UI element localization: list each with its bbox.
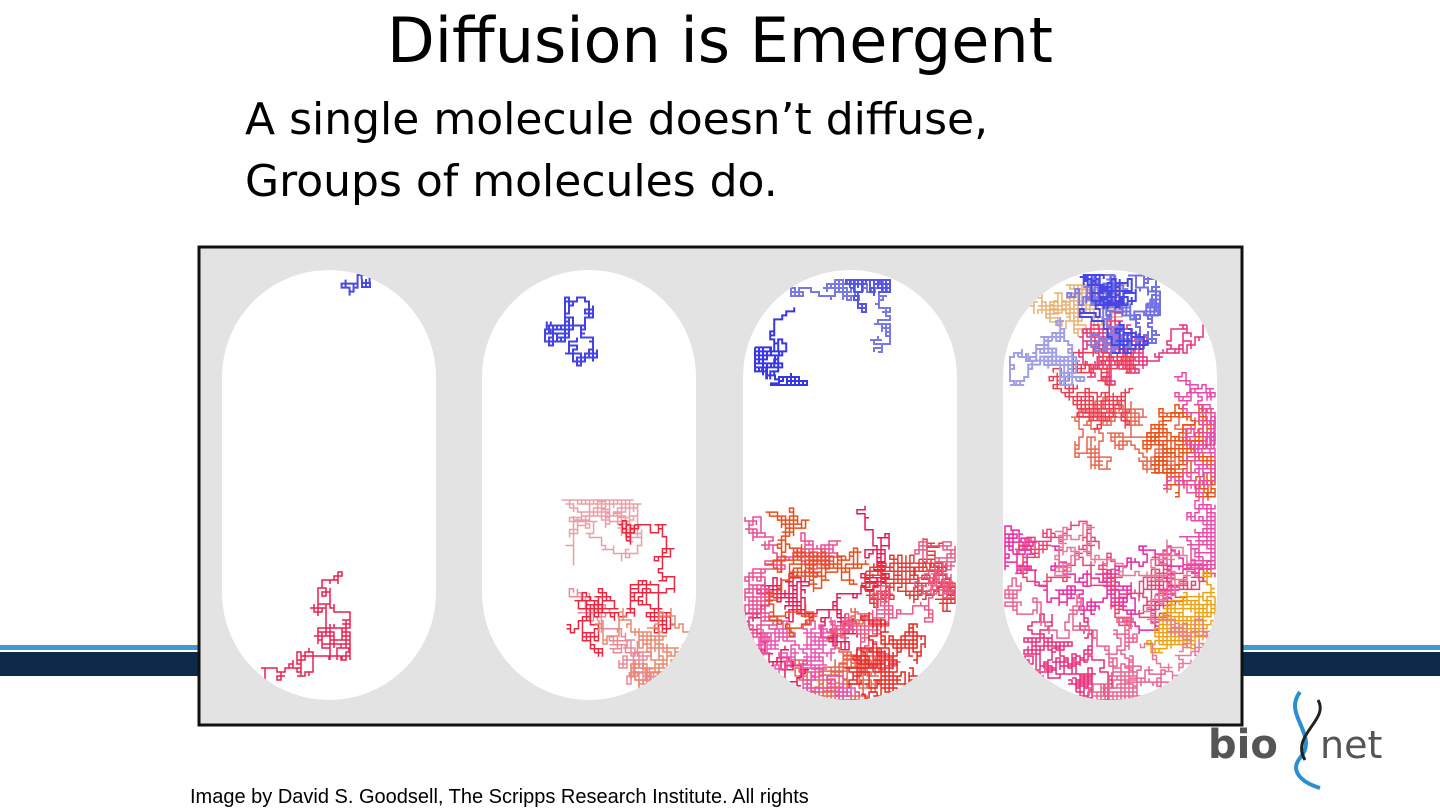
logo-net: net [1320, 723, 1382, 767]
red-trajectory [1048, 347, 1138, 430]
blue-trajectory [754, 279, 891, 353]
slide-title: Diffusion is Emergent [387, 4, 1053, 77]
red-trajectory [1071, 396, 1216, 494]
panel [482, 270, 696, 700]
diffusion-image [222, 270, 1217, 700]
red-trajectory [566, 520, 676, 657]
red-trajectory [1004, 577, 1169, 700]
blue-trajectory [544, 296, 598, 367]
blue-trajectory [1078, 274, 1149, 354]
body-text: A single molecule doesn’t diffuse, [245, 94, 989, 145]
blue-trajectory [1009, 317, 1086, 386]
red-trajectory [1163, 371, 1216, 577]
panel [1003, 270, 1217, 700]
blue-trajectory [754, 307, 808, 386]
red-trajectory [744, 505, 890, 687]
red-trajectory [845, 612, 926, 700]
logo-bio: bio [1208, 722, 1278, 768]
panel [743, 270, 957, 700]
body-text: Groups of molecules do. [245, 156, 778, 207]
logo: bio net [1208, 690, 1382, 790]
panel [222, 270, 436, 700]
blue-trajectory [340, 274, 371, 296]
red-trajectory [747, 617, 860, 700]
red-trajectory [1146, 563, 1216, 654]
capsule [222, 270, 436, 700]
blue-trajectory [845, 279, 891, 313]
red-trajectory [765, 507, 870, 637]
caption: Image by David S. Goodsell, The Scripps … [190, 786, 809, 808]
red-trajectory [244, 571, 351, 700]
